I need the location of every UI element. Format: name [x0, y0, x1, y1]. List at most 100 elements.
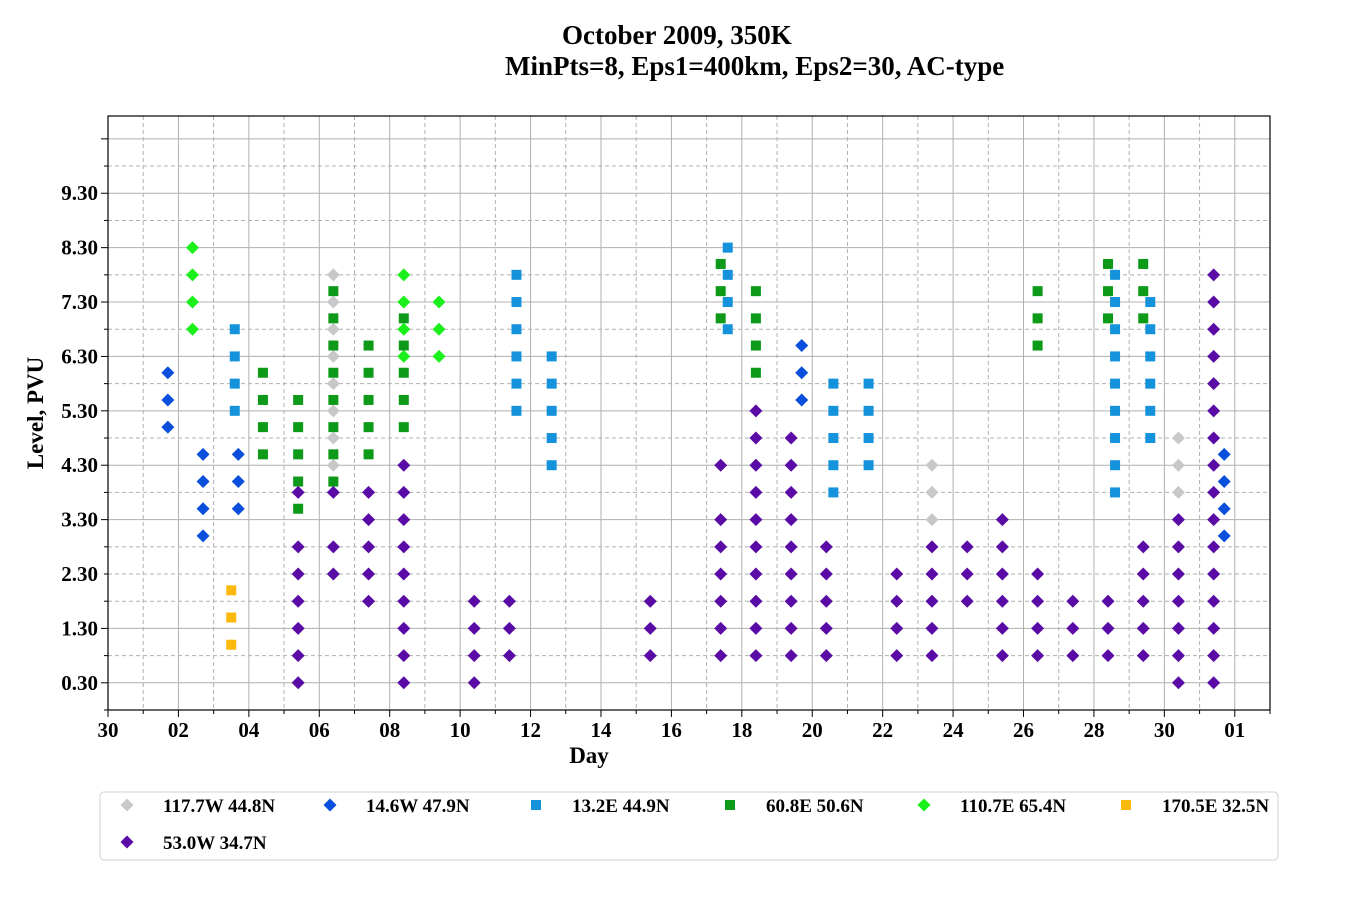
data-point	[229, 405, 240, 416]
data-point	[995, 567, 1009, 581]
data-point	[196, 502, 210, 516]
data-point	[795, 339, 809, 353]
data-point	[398, 422, 409, 433]
data-point	[363, 449, 374, 460]
data-point	[511, 269, 522, 280]
data-point	[196, 529, 210, 543]
data-point	[291, 649, 305, 663]
data-point	[722, 324, 733, 335]
data-point	[196, 475, 210, 489]
data-point	[925, 621, 939, 635]
data-point	[1207, 404, 1221, 418]
data-point	[161, 420, 175, 434]
data-point	[995, 649, 1009, 663]
data-point	[828, 487, 839, 498]
data-point	[546, 405, 557, 416]
chart-title: October 2009, 350K	[562, 20, 792, 50]
data-point	[1032, 286, 1043, 297]
data-point	[1066, 649, 1080, 663]
data-point	[1031, 594, 1045, 608]
data-point	[293, 503, 304, 514]
data-point	[863, 378, 874, 389]
data-point	[397, 513, 411, 527]
y-tick-label: 4.30	[61, 453, 98, 477]
data-point	[819, 594, 833, 608]
data-point	[291, 485, 305, 499]
data-point	[291, 567, 305, 581]
x-axis-label: Day	[569, 743, 609, 768]
data-point	[828, 378, 839, 389]
data-point	[326, 540, 340, 554]
data-point	[363, 367, 374, 378]
data-point	[291, 594, 305, 608]
data-point	[819, 540, 833, 554]
data-point	[328, 422, 339, 433]
y-tick-label: 0.30	[61, 671, 98, 695]
data-point	[925, 649, 939, 663]
data-point	[293, 394, 304, 405]
data-point	[328, 394, 339, 405]
data-point	[363, 340, 374, 351]
data-point	[890, 621, 904, 635]
data-point	[1171, 540, 1185, 554]
data-point	[467, 649, 481, 663]
data-point	[326, 295, 340, 309]
data-point	[1032, 313, 1043, 324]
data-point	[722, 242, 733, 253]
data-point	[502, 594, 516, 608]
data-point	[750, 313, 761, 324]
plot-frame	[107, 115, 1271, 711]
data-point	[1103, 258, 1114, 269]
data-point	[784, 594, 798, 608]
data-point	[326, 268, 340, 282]
y-tick-label: 9.30	[61, 181, 98, 205]
data-point	[1136, 540, 1150, 554]
data-point	[397, 540, 411, 554]
data-point	[1138, 258, 1149, 269]
data-point	[397, 676, 411, 690]
data-point	[722, 297, 733, 308]
data-point	[363, 422, 374, 433]
data-point	[749, 513, 763, 527]
data-point	[784, 458, 798, 472]
y-tick-label: 1.30	[61, 616, 98, 640]
data-point	[293, 422, 304, 433]
data-point	[1110, 324, 1121, 335]
data-point	[750, 340, 761, 351]
data-point	[1145, 405, 1156, 416]
data-point	[1207, 322, 1221, 336]
data-point	[784, 621, 798, 635]
data-point	[1207, 485, 1221, 499]
data-point	[229, 324, 240, 335]
legend-marker	[120, 835, 134, 849]
data-point	[795, 366, 809, 380]
x-tick-label: 04	[238, 718, 260, 742]
legend-marker	[120, 798, 134, 812]
data-point	[819, 621, 833, 635]
data-point	[1138, 286, 1149, 297]
data-point	[819, 567, 833, 581]
data-point	[186, 322, 200, 336]
x-tick-label: 26	[1013, 718, 1034, 742]
data-point	[1207, 649, 1221, 663]
data-point	[960, 540, 974, 554]
data-point	[1110, 297, 1121, 308]
data-point	[714, 649, 728, 663]
data-point	[1136, 621, 1150, 635]
legend-label: 60.8E 50.6N	[766, 796, 864, 817]
data-point	[1110, 487, 1121, 498]
chart-subtitle: MinPts=8, Eps1=400km, Eps2=30, AC-type	[505, 51, 1005, 81]
legend-label: 117.7W 44.8N	[163, 796, 275, 817]
data-point	[326, 485, 340, 499]
data-point	[1171, 485, 1185, 499]
data-point	[511, 297, 522, 308]
data-point	[1066, 621, 1080, 635]
data-point	[715, 286, 726, 297]
data-point	[643, 594, 657, 608]
data-point	[1207, 621, 1221, 635]
x-tick-label: 10	[450, 718, 471, 742]
data-point	[749, 594, 763, 608]
data-point	[1207, 676, 1221, 690]
x-tick-label: 12	[520, 718, 541, 742]
data-point	[398, 367, 409, 378]
